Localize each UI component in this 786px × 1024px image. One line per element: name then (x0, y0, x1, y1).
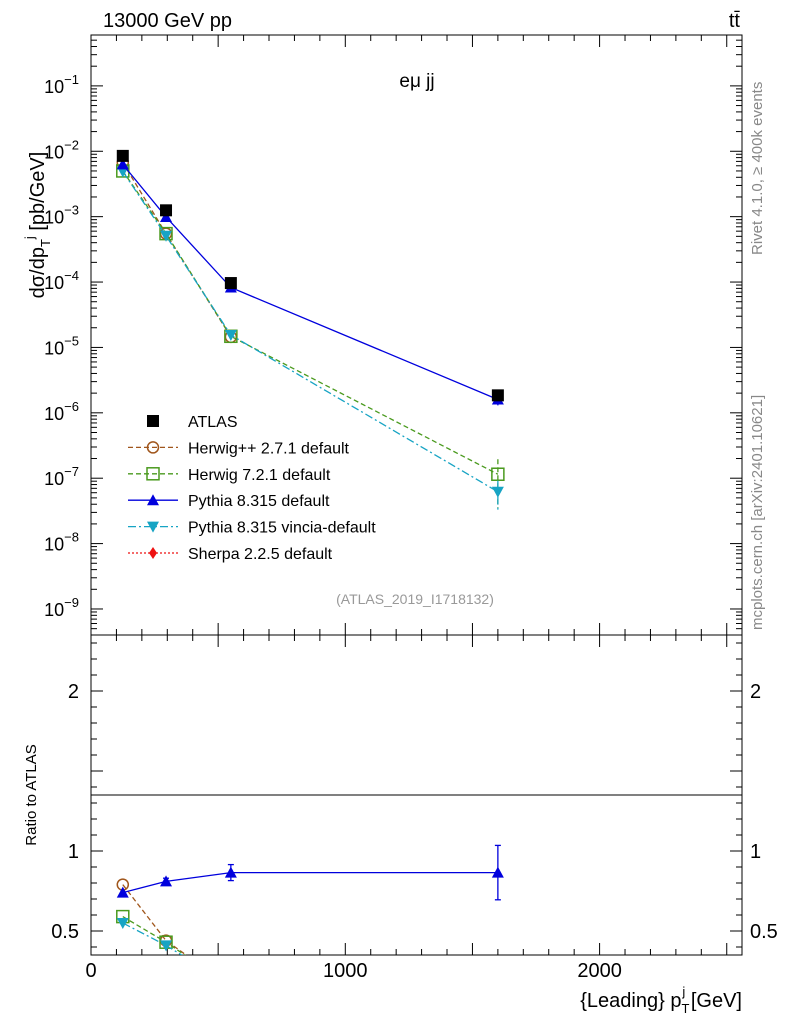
legend-label: Sherpa 2.2.5 default (188, 546, 333, 563)
analysis-label: (ATLAS_2019_I1718132) (336, 591, 494, 607)
y-tick-label: 10−4 (44, 268, 79, 293)
x-tick-label: 0 (85, 960, 96, 982)
legend-marker (146, 467, 160, 481)
ratio-point (116, 918, 129, 929)
series-1 (116, 156, 238, 344)
legend-marker (147, 521, 159, 533)
data-point (491, 486, 504, 498)
ratio-y-tick-label-right: 1 (750, 841, 761, 863)
data-point (224, 277, 237, 290)
data-point (224, 329, 237, 341)
y-tick-label: 10−3 (44, 203, 79, 228)
ratio-series-2 (116, 909, 186, 955)
data-point (160, 204, 173, 217)
y-tick-label: 10−1 (44, 72, 79, 97)
ratio-line (122, 916, 186, 955)
svg-text:dσ/dpTj [pb/GeV]: dσ/dpTj [pb/GeV] (22, 152, 53, 299)
ratio-y-tick-label: 0.5 (51, 921, 79, 943)
y-tick-label: 10−5 (44, 333, 79, 358)
ratio-line (122, 922, 183, 955)
ratio-point (224, 866, 237, 878)
ratio-line (122, 884, 188, 955)
ratio-point (491, 866, 504, 878)
ratio-y-axis-label: Ratio to ATLAS (23, 744, 40, 845)
series-line (122, 170, 499, 475)
x-tick-label: 2000 (577, 960, 622, 982)
ratio-series-3 (116, 844, 504, 901)
ratio-series-4 (116, 918, 183, 955)
x-tick-label: 1000 (323, 960, 368, 982)
ratio-line (122, 871, 498, 894)
legend-marker (149, 547, 157, 559)
y-tick-label: 10−6 (44, 399, 79, 424)
side-label-bottom: mcplots.cern.ch [arXiv:2401.10621] (749, 395, 766, 630)
legend-marker (147, 415, 159, 427)
ratio-y-tick-label: 2 (68, 681, 79, 703)
ratio-y-tick-label-right: 2 (750, 681, 761, 703)
header-left: 13000 GeV pp (103, 10, 232, 32)
main-panel-frame (90, 34, 743, 636)
y-tick-label: 10−8 (44, 530, 79, 555)
series-4 (116, 166, 504, 511)
y-tick-label: 10−7 (44, 464, 79, 489)
x-axis-label: {Leading} pTj [GeV] (580, 984, 742, 1016)
legend-label: Pythia 8.315 vincia-default (188, 520, 376, 537)
legend-label: Pythia 8.315 default (188, 493, 330, 510)
ratio-y-tick-label-right: 0.5 (750, 921, 778, 943)
data-point (116, 149, 129, 162)
ratio-series-1 (116, 878, 188, 955)
legend-marker (146, 441, 160, 454)
y-tick-label: 10−2 (44, 137, 79, 162)
data-point (491, 467, 505, 481)
y-axis-label: dσ/dpTj [pb/GeV] (22, 152, 53, 299)
data-point (116, 158, 129, 170)
ratio-point (116, 886, 129, 898)
data-point (160, 230, 173, 242)
y-tick-label: 10−9 (44, 595, 79, 620)
ratio-y-tick-label: 1 (68, 841, 79, 863)
legend-label: Herwig++ 2.7.1 default (188, 440, 350, 457)
legend-marker (147, 494, 159, 506)
plot-title: eμ jj (399, 71, 434, 92)
legend-label: ATLAS (188, 414, 238, 431)
data-point (491, 389, 504, 402)
side-label-top: Rivet 4.1.0, ≥ 400k events (749, 82, 766, 255)
series-line (122, 171, 499, 493)
ratio-point (160, 875, 173, 887)
data-point (160, 210, 173, 222)
series-line (122, 163, 499, 401)
legend-label: Herwig 7.2.1 default (188, 467, 331, 484)
series-0 (116, 149, 504, 402)
series-3 (116, 158, 504, 406)
header-right: tt̄ (729, 10, 741, 32)
ratio-point (160, 940, 173, 952)
